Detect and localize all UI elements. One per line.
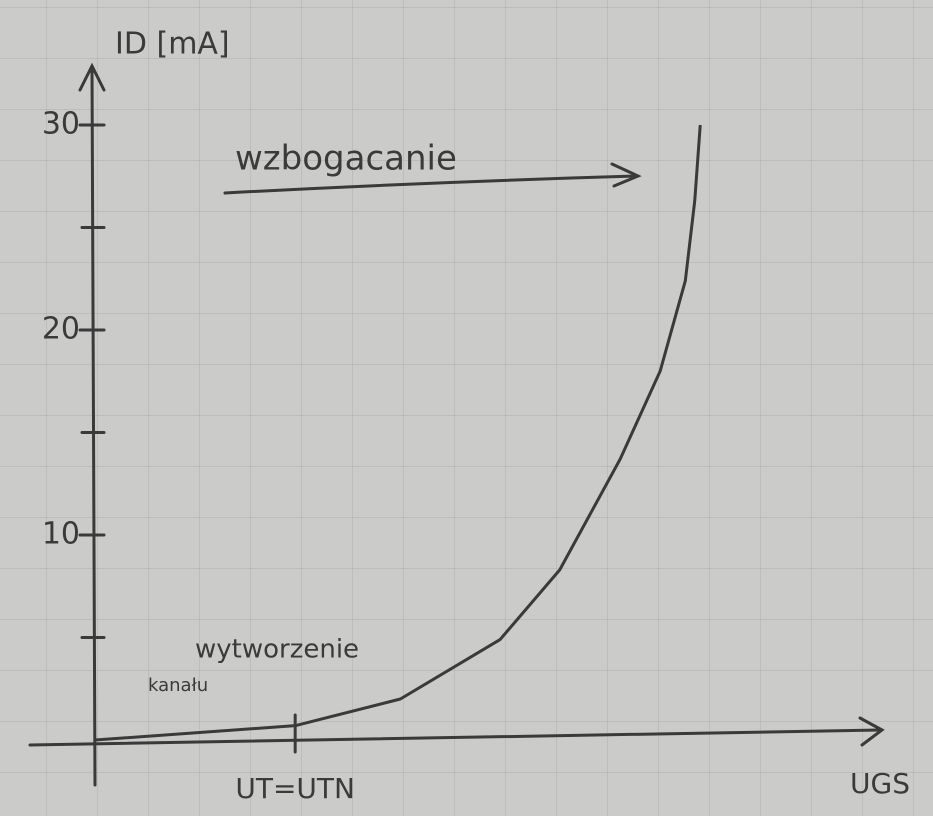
chart: ID [mA] UGS wzbogacanie wytworzenie kana… [0,0,933,816]
annotation: wzbogacanie [235,139,457,179]
annotation: wytworzenie [195,635,359,665]
y-axis-label: ID [mA] [115,27,230,62]
y-tick-label: 10 [42,517,80,552]
y-tick-label: 20 [42,312,80,347]
x-axis-label: UGS [850,767,910,800]
grid-paper [0,0,933,816]
page: ID [mA] UGS wzbogacanie wytworzenie kana… [0,0,933,816]
annotation: kanału [148,675,208,696]
y-tick-label: 30 [42,107,80,142]
x-tick-label: UT=UTN [235,772,355,805]
